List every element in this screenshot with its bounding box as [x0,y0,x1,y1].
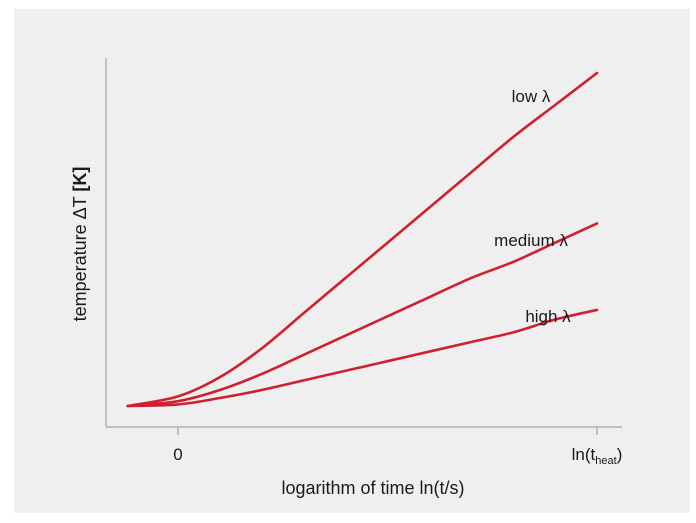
x-tick-label: ln(theat) [572,445,623,467]
x-axis-title: logarithm of time ln(t/s) [281,478,464,498]
series-label: high λ [525,307,571,326]
y-axis-title-unit: [K] [70,167,90,192]
x-tick-label: 0 [173,445,182,464]
y-axis-title: temperature ΔT [K] [70,167,90,322]
chart-panel [14,9,690,513]
curve-series-2 [126,222,599,408]
curves [126,71,599,408]
series-label: medium λ [494,231,568,250]
series-label: low λ [512,87,551,106]
curve-series-1 [126,71,599,408]
curve-series-3 [126,308,599,408]
x-ticks: 0 ln(theat) [173,427,622,467]
curve-labels: low λ medium λ high λ [494,87,571,326]
y-axis-title-main: temperature ΔT [70,192,90,322]
